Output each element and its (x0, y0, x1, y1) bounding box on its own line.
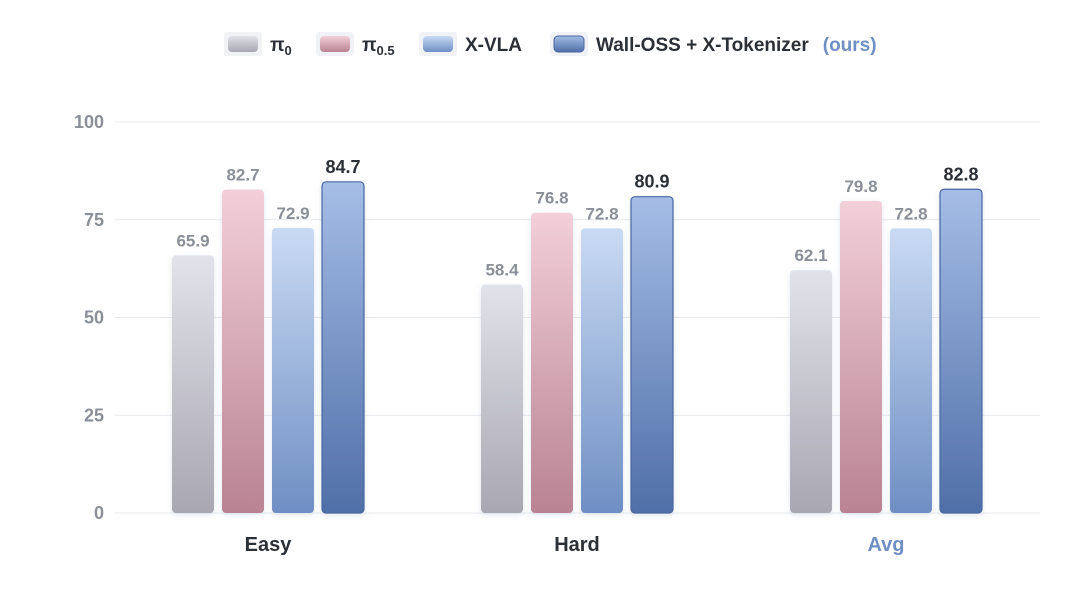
bar-easy-series-1 (222, 189, 264, 513)
x-axis: Easy Hard Avg (245, 534, 905, 556)
value-label: 82.7 (226, 166, 259, 185)
y-tick-label: 0 (94, 503, 104, 523)
bar-avg-series-1 (840, 200, 882, 513)
value-label: 76.8 (535, 189, 568, 208)
value-label: 58.4 (485, 261, 519, 280)
value-label: 79.8 (844, 177, 877, 196)
x-tick-label: Avg (867, 534, 904, 556)
legend-label: Wall-OSS + X-Tokenizer (ours) (596, 35, 877, 56)
value-label: 84.7 (325, 157, 360, 177)
legend-swatch (423, 36, 453, 52)
y-tick-label: 100 (74, 112, 104, 132)
y-tick-label: 25 (84, 405, 104, 425)
value-label: 62.1 (794, 246, 827, 265)
value-label: 72.9 (276, 204, 309, 223)
bar-easy-series-0 (172, 255, 214, 513)
value-label: 72.8 (585, 204, 618, 223)
bars (172, 181, 983, 514)
legend-label: π0 (270, 35, 292, 58)
bar-easy-series-3 (321, 181, 365, 514)
bar-hard-series-0 (481, 284, 523, 513)
grid-lines (115, 121, 1040, 514)
bar-avg-series-3 (939, 188, 983, 514)
value-label: 80.9 (634, 172, 669, 192)
bar-hard-series-2 (581, 228, 623, 514)
x-tick-label: Hard (554, 534, 600, 556)
bar-hard-series-1 (531, 212, 573, 513)
value-labels: 65.9 82.7 72.9 84.7 58.4 76.8 72.8 80.9 62.1 79.8… (176, 157, 978, 280)
legend-swatch (228, 36, 258, 52)
legend-swatch (320, 36, 350, 52)
legend-swatch (553, 35, 585, 53)
bar-easy-series-2 (272, 227, 314, 513)
bar-hard-series-3 (630, 196, 674, 514)
value-label: 82.8 (943, 164, 978, 184)
legend-label: π0.5 (362, 35, 395, 58)
y-tick-label: 50 (84, 308, 104, 328)
legend-label: X-VLA (465, 35, 522, 56)
x-tick-label: Easy (245, 534, 293, 556)
bar-avg-series-0 (790, 270, 832, 513)
y-tick-label: 75 (84, 210, 104, 230)
legend: π0 π0.5 X-VLA Wall-OSS + X-Tokenizer (ours) (224, 32, 877, 58)
value-label: 72.8 (894, 204, 927, 223)
bar-avg-series-2 (890, 228, 932, 514)
y-axis: 0 25 50 75 100 (74, 112, 104, 523)
value-label: 65.9 (176, 231, 209, 250)
